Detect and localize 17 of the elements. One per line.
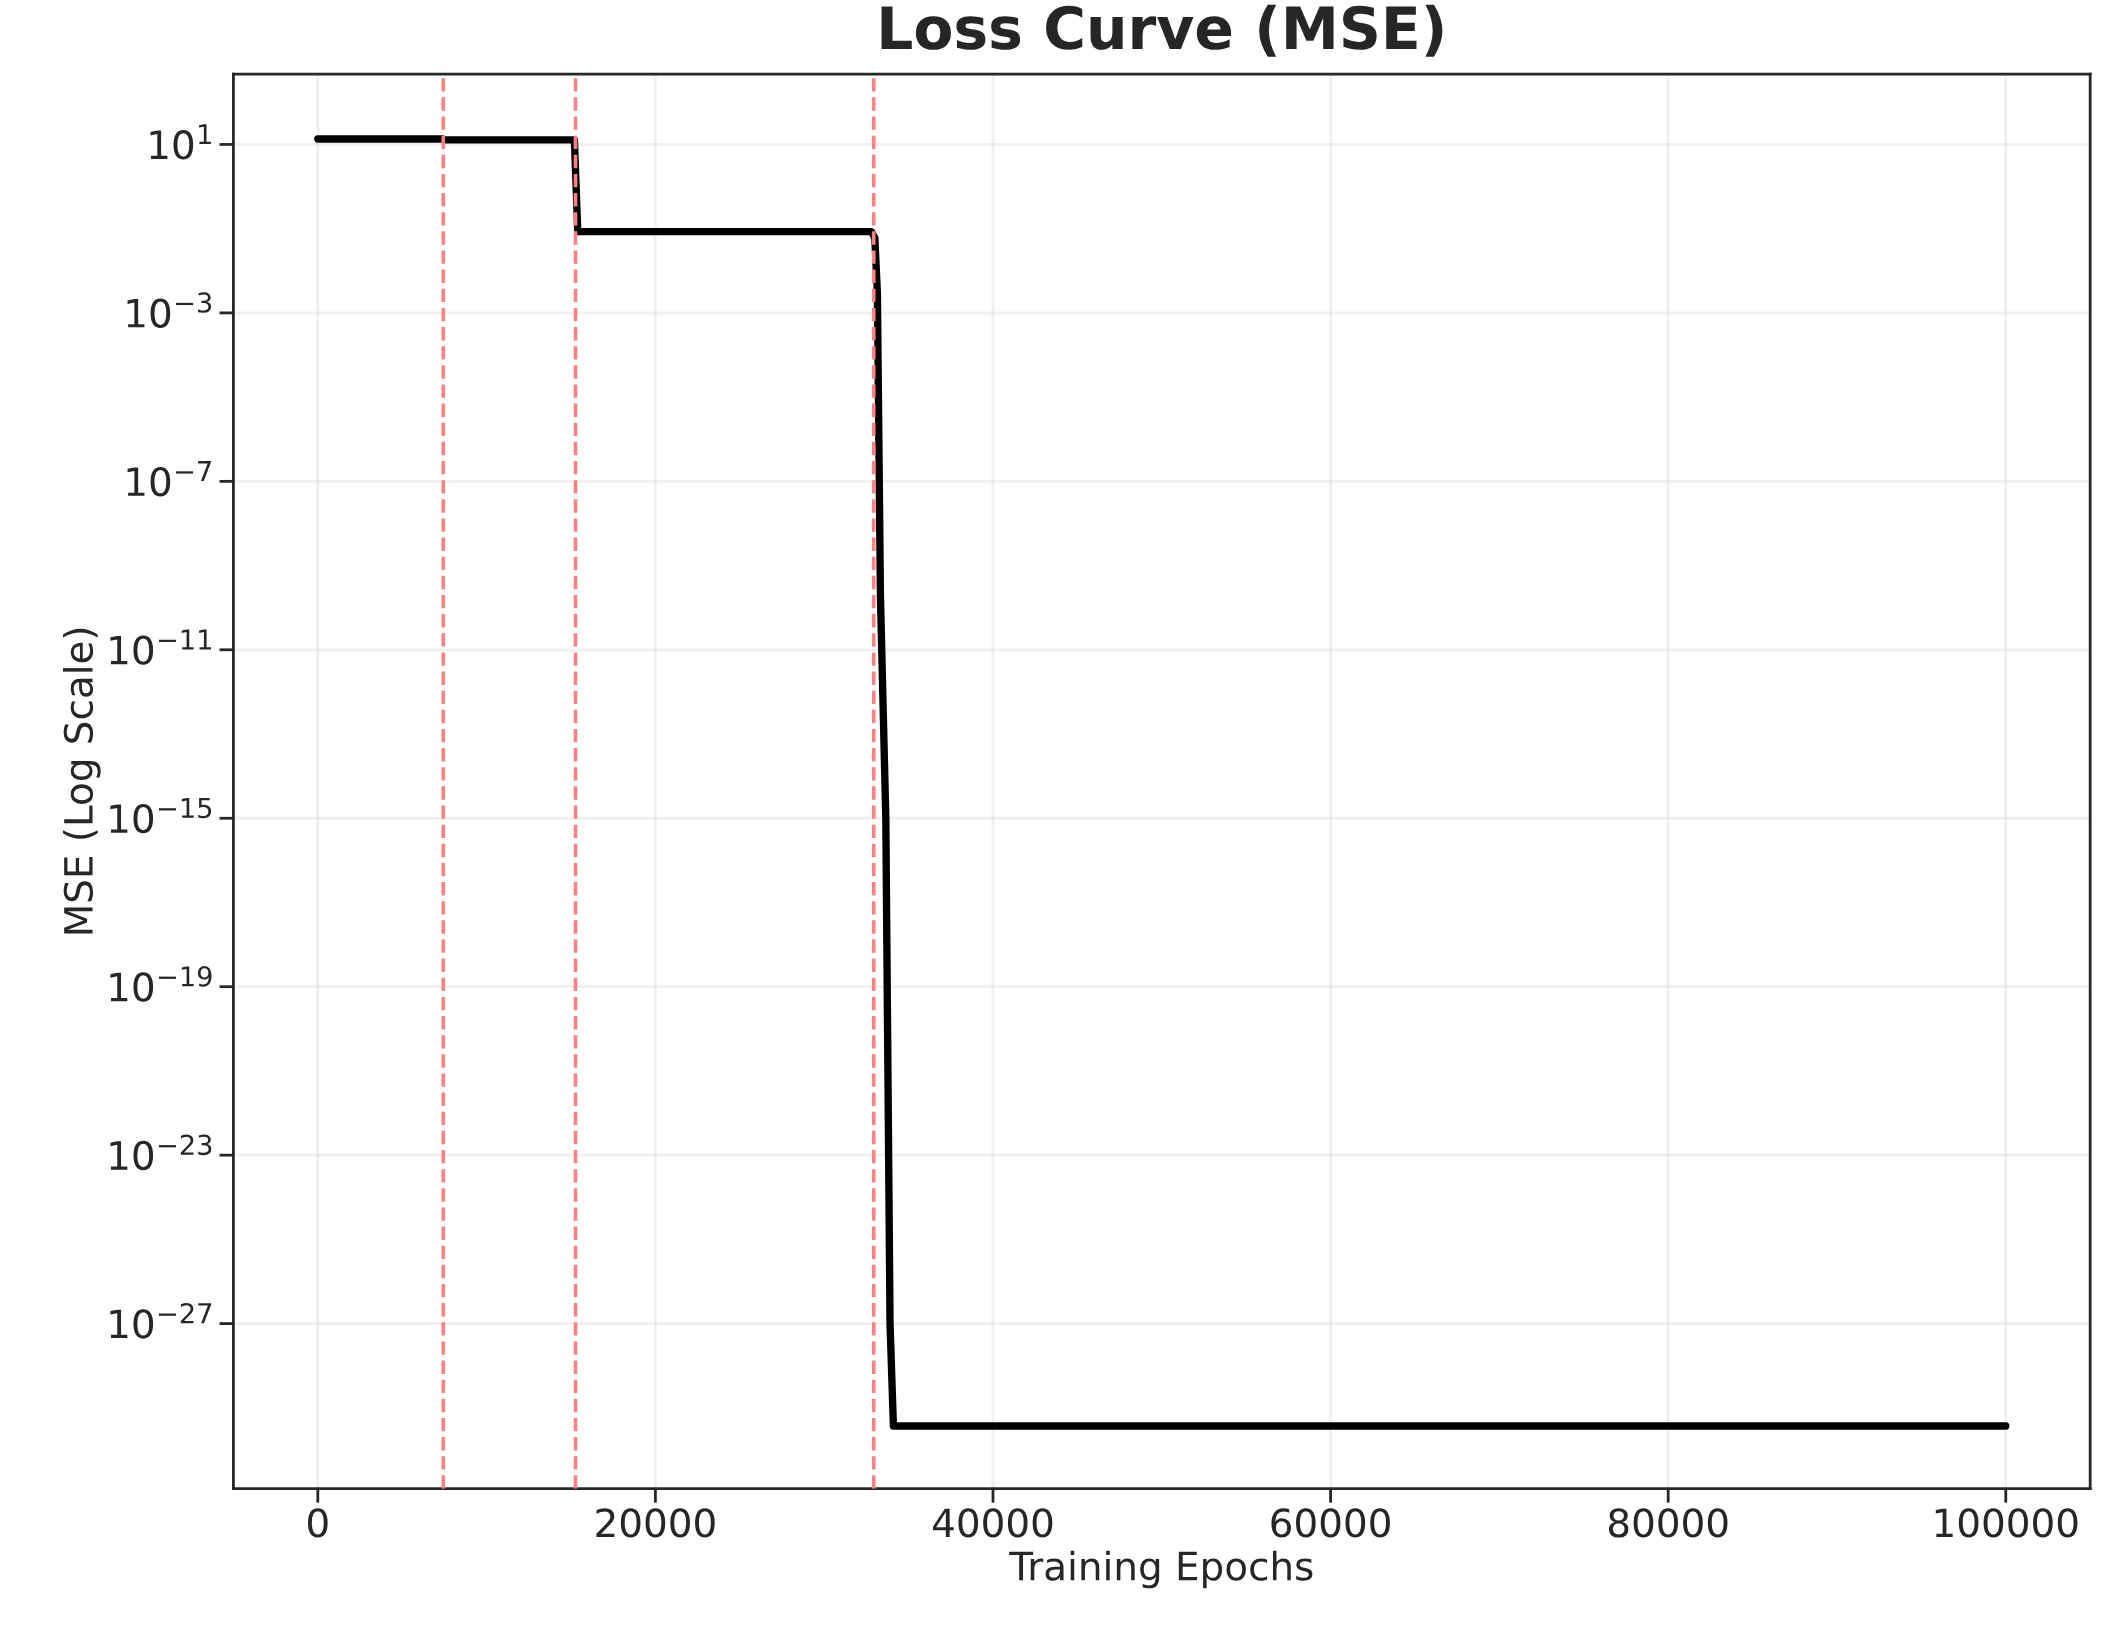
x-tick-label: 100000 (1935, 1508, 2078, 1538)
y-tick-label: 10$^{−11}$ (110, 629, 211, 665)
x-axis-title: Training Epochs (1009, 1550, 1313, 1589)
y-tick-label: 10$^{−27}$ (110, 1302, 212, 1339)
y-tick-label: 10$^{1}$ (150, 124, 211, 160)
y-tick-label: 10$^{−15}$ (110, 798, 212, 834)
y-tick-label: 10$^{−19}$ (110, 966, 212, 1002)
y-tick-label: 10$^{−7}$ (127, 461, 211, 497)
y-axis-title: MSE (Log Scale) (62, 628, 101, 934)
y-tick-label: 10$^{−23}$ (110, 1134, 212, 1171)
y-tick-label: 10$^{−3}$ (127, 292, 212, 328)
chart-title: Loss Curve (MSE) (881, 4, 1443, 57)
x-tick-label: 60000 (1271, 1508, 1390, 1538)
x-tick-label: 0 (308, 1508, 328, 1538)
x-tick-label: 40000 (933, 1508, 1053, 1538)
x-tick-label: 80000 (1608, 1508, 1728, 1538)
x-tick-label: 20000 (596, 1508, 715, 1538)
